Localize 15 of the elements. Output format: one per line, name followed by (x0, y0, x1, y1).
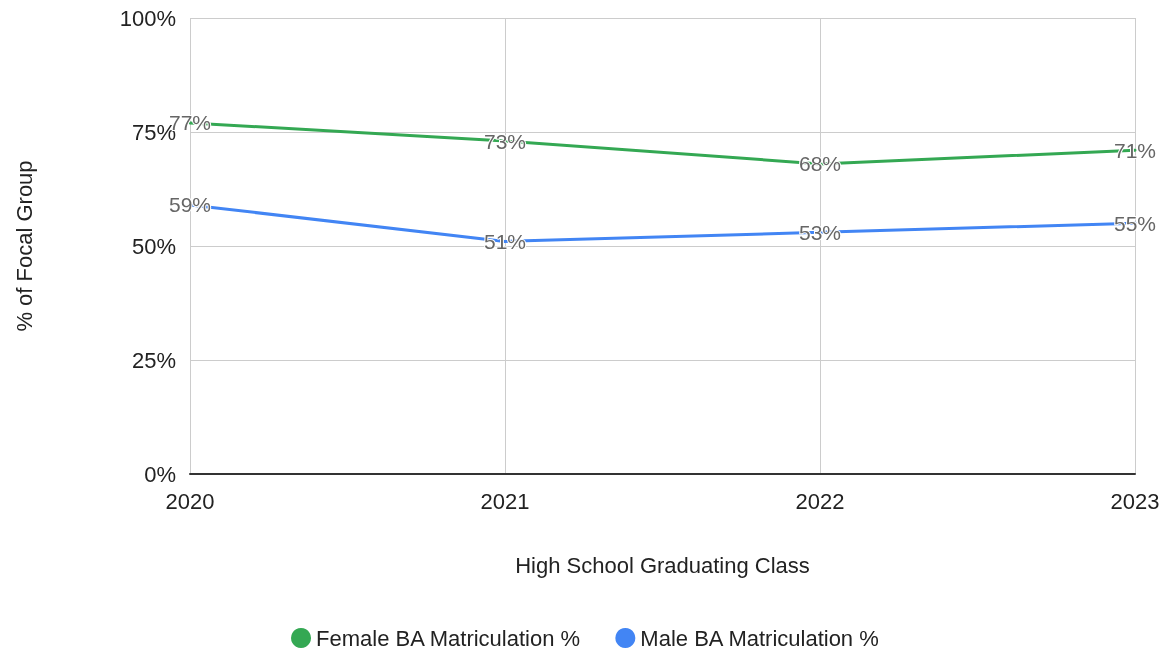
data-label: 55% (1113, 211, 1157, 235)
data-label: 59% (168, 193, 212, 217)
data-label: 71% (1113, 138, 1157, 162)
x-tick-label: 2022 (795, 488, 845, 514)
x-tick-label: 2020 (165, 488, 215, 514)
y-tick-label: 25% (131, 347, 176, 373)
y-tick-label: 100% (119, 5, 176, 31)
y-tick-label: 50% (131, 233, 176, 259)
y-tick-label: 0% (144, 461, 176, 487)
x-axis-title: High School Graduating Class (515, 552, 810, 578)
x-tick-label: 2021 (480, 488, 530, 514)
legend-label: Male BA Matriculation % (640, 625, 879, 651)
x-tick-label: 2023 (1110, 488, 1160, 514)
legend-label: Female BA Matriculation % (316, 625, 581, 651)
y-axis-title: % of Focal Group (11, 160, 37, 332)
